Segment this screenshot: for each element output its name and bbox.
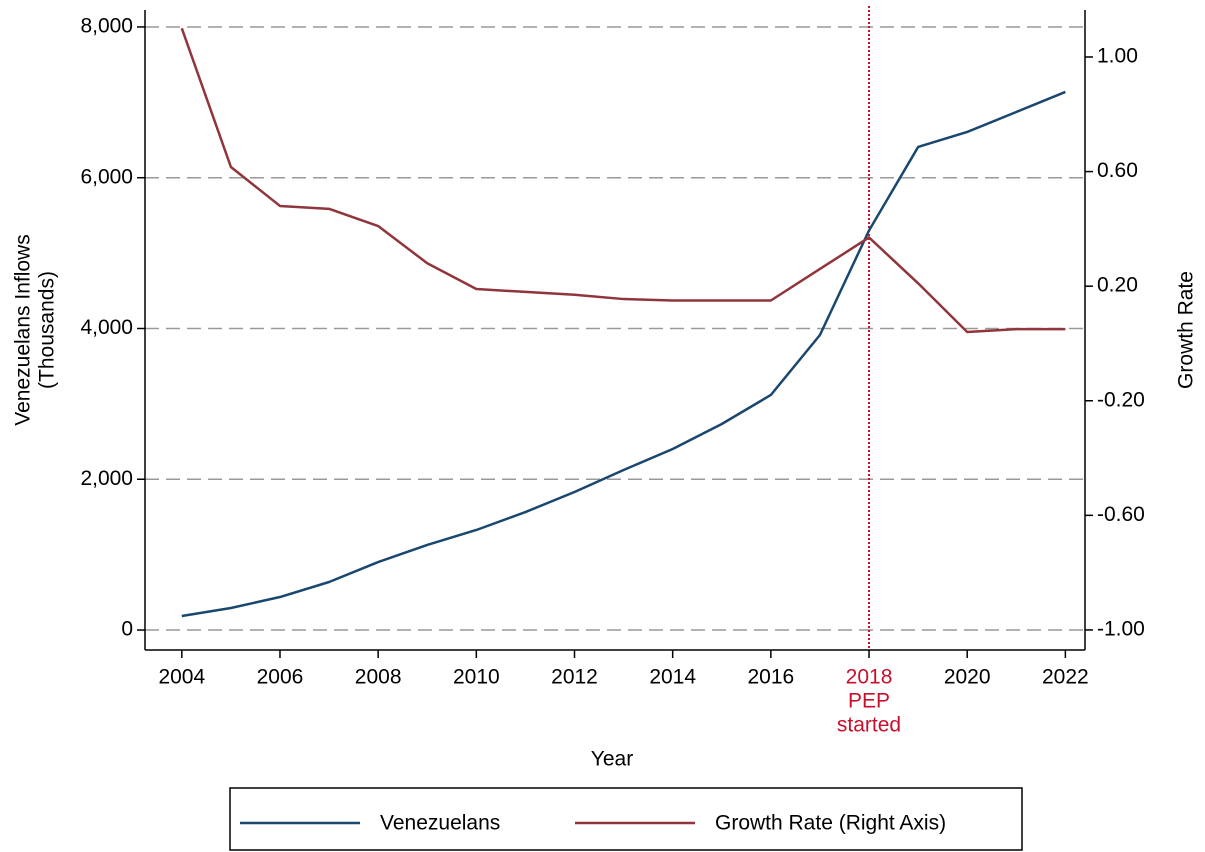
y-tick-label: 6,000 bbox=[80, 165, 133, 188]
y2-tick-label: 1.00 bbox=[1097, 45, 1138, 68]
legend-box bbox=[229, 787, 1023, 851]
y2-tick-label: -0.60 bbox=[1097, 503, 1145, 526]
annotation-text: 2018 bbox=[846, 666, 893, 689]
line-series bbox=[181, 90, 1066, 618]
legend-label: Growth Rate (Right Axis) bbox=[715, 812, 946, 835]
y2-tick-label: 0.60 bbox=[1097, 159, 1138, 182]
annotation-text: PEP bbox=[848, 690, 890, 713]
y-tick-label: 2,000 bbox=[80, 467, 133, 490]
x-tick-label: 2008 bbox=[355, 666, 402, 689]
y-tick-label: 4,000 bbox=[80, 316, 133, 339]
x-tick-label: 2020 bbox=[944, 666, 991, 689]
y2-tick-label: 0.20 bbox=[1097, 274, 1138, 297]
y-tick-label: 0 bbox=[121, 618, 133, 641]
annotation-text: started bbox=[837, 714, 901, 737]
y2-axis-title: Growth Rate bbox=[1175, 271, 1198, 389]
x-tick-label: 2004 bbox=[158, 666, 205, 689]
x-tick-label: 2022 bbox=[1042, 666, 1089, 689]
line-series bbox=[180, 27, 1066, 334]
y-axis-title: Venezuelans Inflows bbox=[12, 234, 35, 425]
x-tick-label: 2012 bbox=[551, 666, 598, 689]
y2-tick-label: -1.00 bbox=[1097, 617, 1145, 640]
x-axis-title: Year bbox=[591, 748, 633, 771]
x-tick-label: 2014 bbox=[649, 666, 696, 689]
y2-tick-label: -0.20 bbox=[1097, 388, 1145, 411]
y-axis-title: (Thousands) bbox=[36, 271, 59, 389]
y-tick-label: 8,000 bbox=[80, 15, 133, 38]
x-tick-label: 2006 bbox=[257, 666, 304, 689]
x-tick-label: 2010 bbox=[453, 666, 500, 689]
x-tick-label: 2016 bbox=[747, 666, 794, 689]
legend-label: Venezuelans bbox=[380, 812, 500, 835]
